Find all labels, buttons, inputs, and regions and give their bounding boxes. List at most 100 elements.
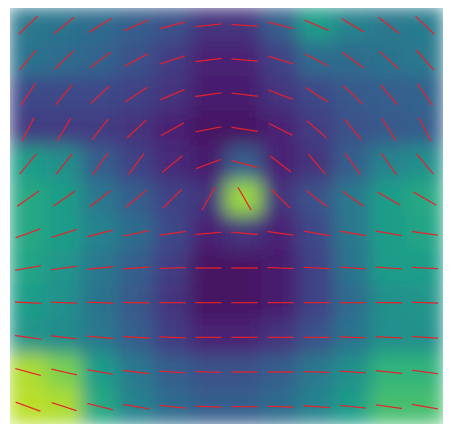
vector xyxy=(375,266,403,270)
vector xyxy=(14,334,42,340)
vector xyxy=(341,18,365,33)
vector xyxy=(16,190,40,207)
vector xyxy=(15,228,41,239)
vector xyxy=(20,83,36,106)
vector xyxy=(416,83,434,106)
vector xyxy=(125,189,147,208)
vector xyxy=(304,53,329,67)
vector xyxy=(50,301,78,304)
vector xyxy=(375,336,403,339)
vector xyxy=(21,117,35,142)
vector xyxy=(55,153,73,175)
vector xyxy=(123,230,150,237)
vector xyxy=(195,23,222,28)
vector xyxy=(413,191,437,206)
vector xyxy=(123,336,150,339)
vector xyxy=(375,404,403,410)
vector xyxy=(159,55,186,65)
vector xyxy=(19,153,37,175)
vector xyxy=(342,85,363,105)
vector xyxy=(416,153,434,175)
vector xyxy=(231,231,258,236)
heatmap xyxy=(10,8,443,424)
vector xyxy=(411,230,439,236)
vector xyxy=(411,369,439,375)
vector xyxy=(303,266,330,270)
vector xyxy=(19,49,37,71)
vector xyxy=(51,368,78,376)
heatmap-cells xyxy=(10,8,443,424)
vector xyxy=(303,230,330,237)
vector xyxy=(339,266,366,270)
vector xyxy=(268,122,293,136)
heatmap-cell xyxy=(10,8,48,44)
vector xyxy=(377,191,401,206)
vector xyxy=(231,92,258,97)
vector xyxy=(379,84,398,106)
vector xyxy=(195,126,222,133)
vector xyxy=(267,230,294,236)
vector xyxy=(89,51,112,69)
vector xyxy=(87,369,114,375)
vector xyxy=(161,155,183,173)
vector xyxy=(51,402,77,412)
vector xyxy=(162,188,183,209)
vector xyxy=(231,160,258,168)
vector xyxy=(418,117,432,142)
vector xyxy=(54,50,75,70)
vector xyxy=(339,404,366,409)
vector xyxy=(267,55,294,65)
vector xyxy=(195,57,222,63)
vector xyxy=(195,231,222,236)
vector xyxy=(415,15,435,35)
vector xyxy=(267,405,294,408)
vector xyxy=(378,16,400,34)
vector xyxy=(195,92,222,98)
vector xyxy=(160,88,185,101)
vector xyxy=(339,370,366,374)
vector xyxy=(411,403,439,410)
vector xyxy=(159,404,186,409)
vector xyxy=(269,155,292,173)
heatmap-cell xyxy=(10,388,48,424)
vector xyxy=(124,19,149,32)
vector xyxy=(375,370,403,374)
vector xyxy=(55,84,73,106)
vector xyxy=(270,188,291,209)
vector xyxy=(15,368,41,376)
heatmap-cell xyxy=(405,8,443,44)
vector xyxy=(195,405,222,408)
vector xyxy=(305,86,329,103)
vector xyxy=(341,190,364,207)
vector xyxy=(56,117,72,141)
vector xyxy=(304,19,330,32)
vector xyxy=(88,17,112,33)
vector xyxy=(378,50,399,70)
vector xyxy=(125,86,148,103)
vector xyxy=(268,89,294,100)
vector xyxy=(195,158,222,170)
vector xyxy=(195,370,222,374)
vector xyxy=(381,117,397,141)
vector xyxy=(14,301,42,304)
vector xyxy=(231,23,258,27)
vector xyxy=(87,335,114,340)
vector xyxy=(89,190,111,208)
vector xyxy=(92,152,109,176)
vector xyxy=(411,301,439,304)
vector xyxy=(87,402,114,411)
vector xyxy=(123,266,150,270)
vector xyxy=(15,401,41,412)
vector xyxy=(123,403,150,410)
vector xyxy=(307,153,326,175)
vector xyxy=(53,16,75,35)
vector xyxy=(339,336,366,339)
vector xyxy=(159,370,186,374)
vector xyxy=(50,265,78,271)
vector xyxy=(303,370,330,374)
vector xyxy=(339,230,366,237)
vector xyxy=(344,152,361,176)
vector xyxy=(159,230,186,236)
vector xyxy=(128,152,145,176)
